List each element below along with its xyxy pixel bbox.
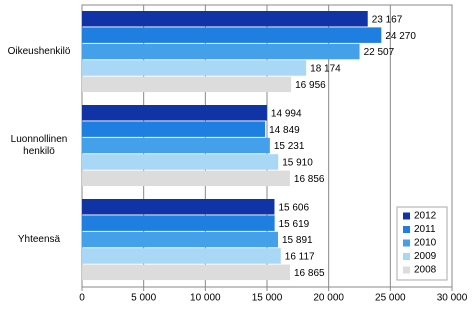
bar xyxy=(82,170,290,187)
legend-label: 2010 xyxy=(414,238,437,249)
x-tick-label: 30 000 xyxy=(437,293,468,304)
bar xyxy=(82,60,307,76)
legend-label: 2011 xyxy=(414,224,436,235)
data-label: 23 167 xyxy=(372,14,403,25)
bar xyxy=(82,43,360,60)
legend-label: 2009 xyxy=(414,251,437,262)
data-label: 14 849 xyxy=(269,125,300,136)
data-label: 15 606 xyxy=(278,202,309,213)
bar xyxy=(82,105,267,121)
data-label: 16 956 xyxy=(295,80,326,91)
x-tick-label: 25 000 xyxy=(375,293,406,304)
bar xyxy=(82,11,368,27)
bar xyxy=(82,27,382,43)
x-tick-label: 5 000 xyxy=(131,293,156,304)
data-label: 16 856 xyxy=(294,174,325,185)
y-tick-label: Yhteensä xyxy=(17,234,61,245)
legend-swatch xyxy=(403,239,410,247)
legend-swatch xyxy=(403,212,410,220)
legend-label: 2008 xyxy=(414,265,437,276)
bar xyxy=(82,154,279,170)
data-label: 16 117 xyxy=(285,252,315,263)
legend-swatch xyxy=(403,253,410,260)
x-tick-label: 20 000 xyxy=(313,293,344,304)
x-tick-label: 15 000 xyxy=(252,293,283,304)
y-tick-label: Oikeushenkilö xyxy=(7,46,71,57)
y-tick-label: Luonnollinen henkilö xyxy=(10,134,68,157)
data-label: 15 891 xyxy=(282,235,313,246)
x-tick-label: 10 000 xyxy=(190,293,221,304)
bar xyxy=(82,231,278,248)
bar xyxy=(82,121,266,137)
bar xyxy=(82,137,270,154)
data-label: 18 174 xyxy=(310,64,341,75)
data-label: 14 994 xyxy=(271,108,302,119)
data-label: 22 507 xyxy=(364,47,395,58)
data-label: 15 619 xyxy=(279,219,310,230)
bar xyxy=(82,264,291,281)
bar xyxy=(82,76,292,93)
bar xyxy=(82,199,275,215)
bar xyxy=(82,248,281,264)
data-label: 15 231 xyxy=(274,141,305,152)
legend-swatch xyxy=(403,226,410,233)
data-label: 15 910 xyxy=(282,158,313,169)
legend-label: 2012 xyxy=(414,211,437,222)
legend-swatch xyxy=(403,266,410,274)
data-label: 16 865 xyxy=(294,268,325,279)
data-label: 24 270 xyxy=(385,31,416,42)
x-tick-label: 0 xyxy=(79,293,85,304)
bar xyxy=(82,215,275,231)
